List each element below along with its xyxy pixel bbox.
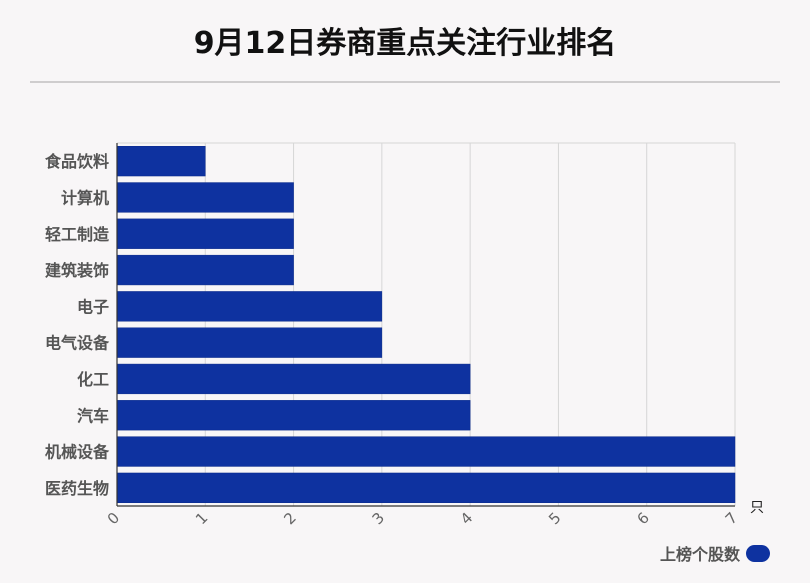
x-axis-unit: 只 bbox=[750, 500, 764, 516]
bar bbox=[116, 218, 294, 249]
tick-labels: 0 1 2 3 4 5 6 7 bbox=[104, 509, 741, 528]
tick-label: 7 bbox=[722, 509, 741, 528]
tick-label: 4 bbox=[457, 509, 476, 528]
bars bbox=[116, 146, 736, 503]
category-label: 建筑装饰 bbox=[45, 261, 109, 280]
tick-label: 3 bbox=[369, 509, 388, 528]
tick-label: 2 bbox=[280, 509, 299, 528]
category-label: 电子 bbox=[77, 297, 109, 316]
legend-label: 上榜个股数 bbox=[659, 545, 740, 564]
legend-swatch bbox=[746, 544, 770, 562]
bar bbox=[116, 254, 294, 286]
chart-title: 9月12日券商重点关注行业排名 bbox=[193, 26, 617, 61]
tick-label: 5 bbox=[545, 509, 564, 528]
title-divider bbox=[30, 81, 780, 83]
category-label: 轻工制造 bbox=[45, 225, 110, 244]
category-label: 机械设备 bbox=[45, 443, 110, 462]
bar bbox=[116, 363, 471, 395]
category-label: 医药生物 bbox=[45, 479, 109, 498]
bar bbox=[116, 327, 383, 358]
category-label: 食品饮料 bbox=[44, 152, 109, 171]
bar bbox=[116, 436, 736, 467]
category-label: 化工 bbox=[77, 370, 109, 389]
bar bbox=[116, 472, 736, 503]
axes bbox=[116, 143, 735, 507]
bar bbox=[116, 400, 471, 431]
tick-label: 0 bbox=[104, 509, 123, 528]
bar bbox=[116, 146, 206, 177]
tick-label: 1 bbox=[192, 509, 211, 528]
category-label: 电气设备 bbox=[45, 334, 110, 353]
bar bbox=[116, 291, 383, 322]
category-label: 汽车 bbox=[77, 406, 109, 425]
bar bbox=[116, 182, 294, 213]
category-label: 计算机 bbox=[61, 188, 109, 207]
legend[interactable]: 上榜个股数 bbox=[660, 541, 770, 565]
tick-label: 6 bbox=[633, 509, 652, 528]
